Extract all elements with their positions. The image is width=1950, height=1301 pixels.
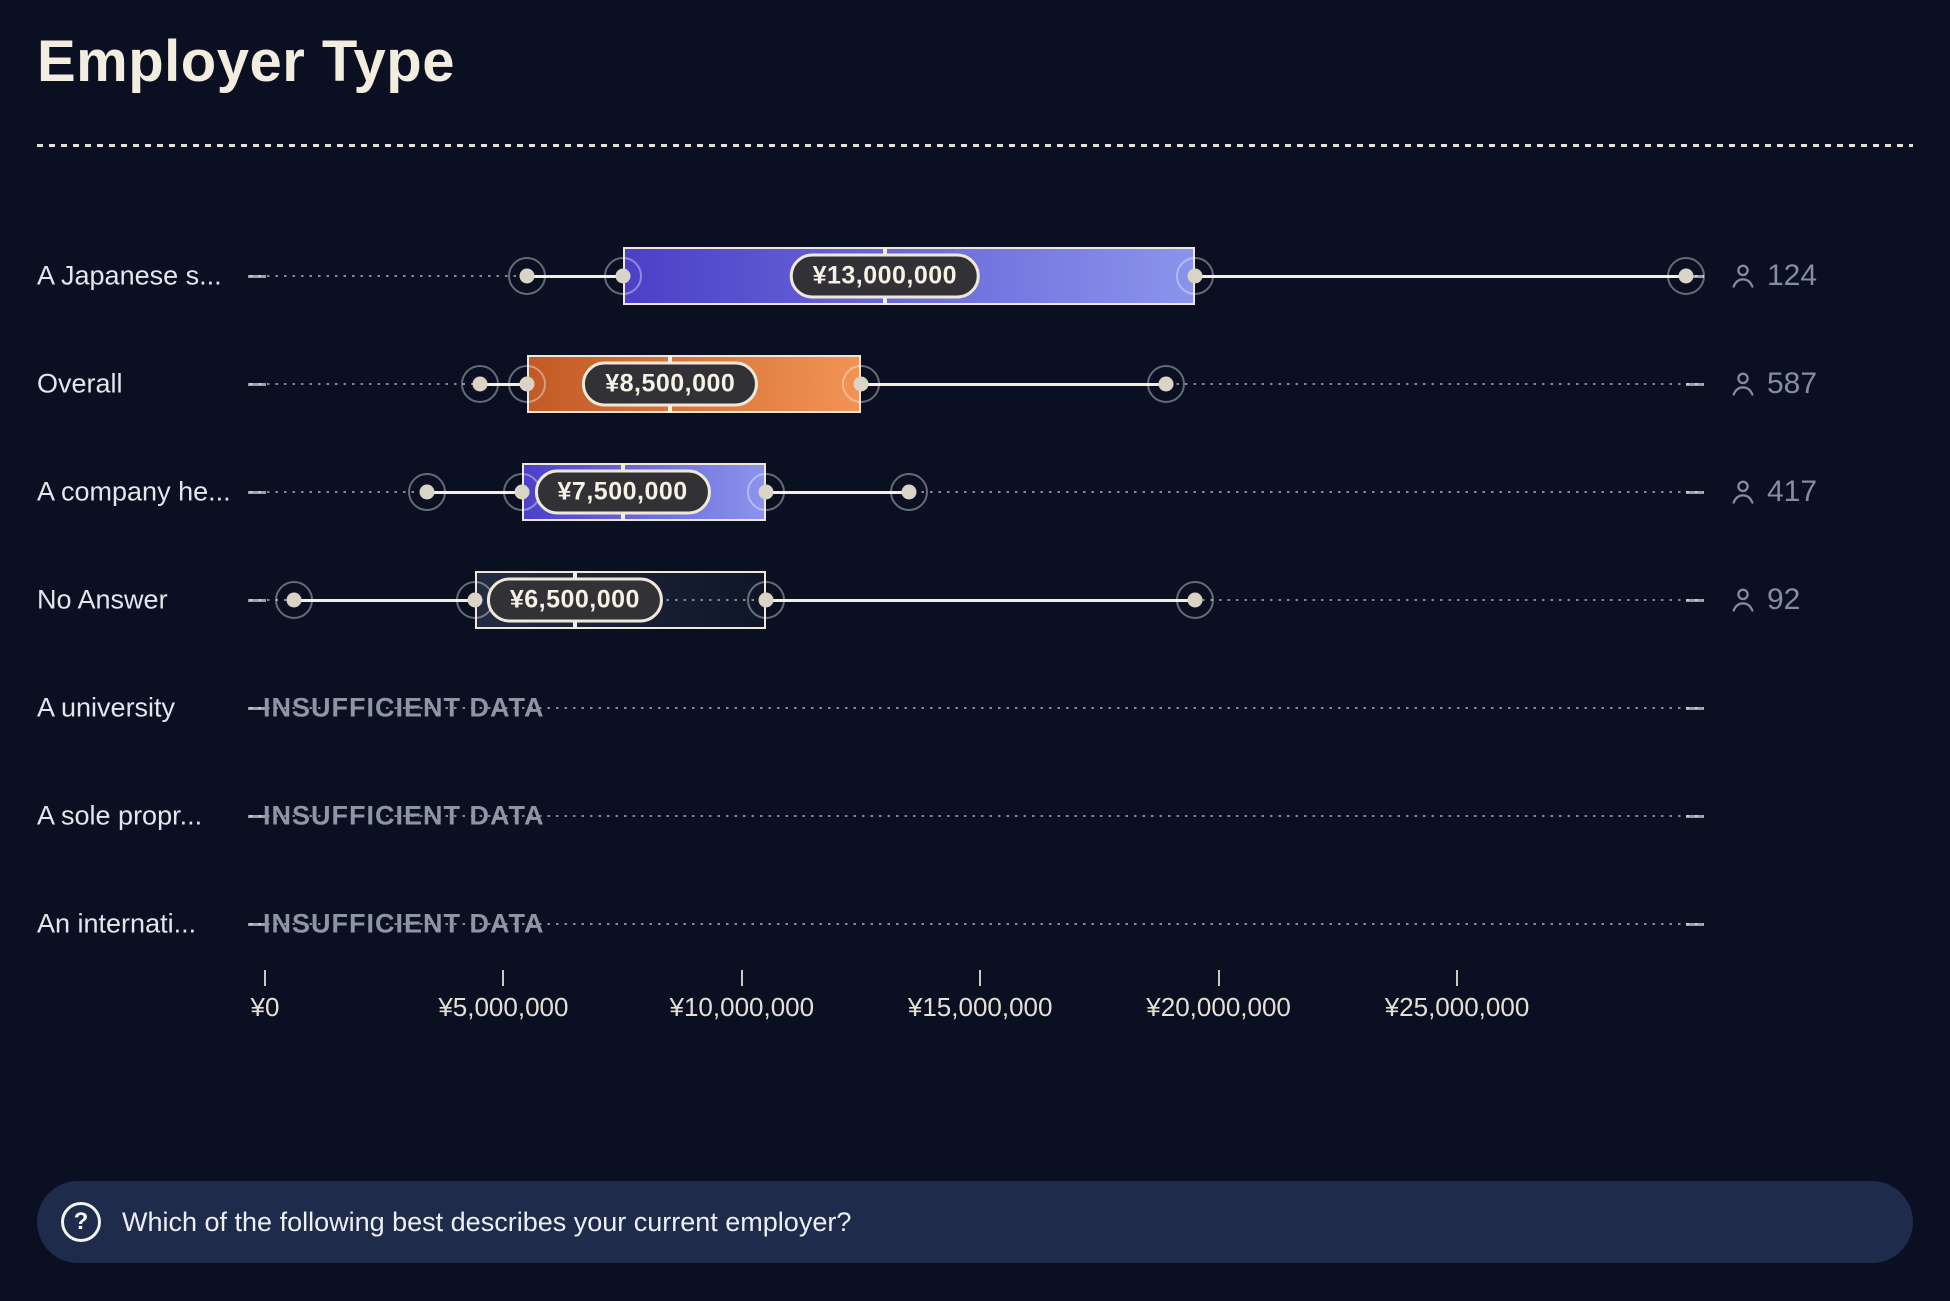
whisker-end-cap (1686, 598, 1704, 602)
respondent-count: 587 (1728, 367, 1817, 401)
whisker-low-segment (427, 490, 523, 494)
marker-dot (286, 592, 302, 608)
marker-dot (901, 484, 917, 500)
axis-tick-mark (740, 970, 743, 986)
question-mark-icon[interactable]: ? (61, 1202, 101, 1242)
person-icon (1728, 369, 1758, 399)
row-label: An internati... (37, 908, 197, 939)
axis-tick-label: ¥15,000,000 (907, 992, 1053, 1022)
marker-dot (419, 484, 435, 500)
axis-tick-label: ¥0 (250, 992, 280, 1022)
question-text: Which of the following best describes yo… (122, 1206, 852, 1237)
axis-tick-mark (264, 970, 266, 986)
row-label: No Answer (37, 584, 168, 615)
whisker-start-cap (248, 598, 266, 602)
median-value-tooltip: ¥6,500,000 (486, 577, 663, 623)
whisker-end-cap (1686, 382, 1704, 386)
count-value: 124 (1767, 259, 1818, 292)
axis-tick-mark (1217, 970, 1220, 986)
marker-dot (1678, 268, 1694, 284)
axis-tick-label: ¥25,000,000 (1384, 992, 1530, 1022)
respondent-count: 417 (1728, 475, 1817, 509)
p75-marker[interactable] (746, 473, 785, 511)
marker-dot (519, 268, 535, 284)
count-value: 417 (1767, 475, 1818, 508)
whisker-low-segment (527, 274, 623, 278)
person-icon (1728, 261, 1758, 291)
marker-dot (1187, 592, 1203, 608)
median-value-tooltip: ¥8,500,000 (582, 361, 759, 407)
p10-marker[interactable] (408, 473, 447, 511)
marker-dot (472, 376, 488, 392)
p75-marker[interactable] (842, 365, 880, 403)
whisker-low-segment (293, 598, 475, 602)
row-label: Overall (37, 368, 123, 399)
p25-marker[interactable] (603, 257, 642, 295)
axis-tick-label: ¥10,000,000 (669, 992, 815, 1022)
marker-dot (853, 376, 869, 392)
whisker-start-cap (248, 814, 266, 818)
whisker-end-cap (1686, 814, 1704, 818)
marker-dot (1158, 376, 1174, 392)
marker-dot (758, 592, 774, 608)
respondent-count: 124 (1728, 259, 1817, 293)
whisker-end-cap (1686, 922, 1704, 926)
row-label: A university (37, 692, 176, 723)
p90-marker[interactable] (1175, 581, 1214, 619)
p90-marker[interactable] (1666, 257, 1705, 295)
row-label: A company he... (37, 476, 231, 507)
marker-dot (615, 268, 631, 284)
p10-marker[interactable] (508, 257, 547, 295)
p90-marker[interactable] (889, 473, 928, 511)
person-icon (1728, 477, 1758, 507)
whisker-start-cap (248, 490, 266, 494)
axis-tick-label: ¥5,000,000 (438, 992, 569, 1022)
marker-dot (1187, 268, 1203, 284)
p90-marker[interactable] (1147, 365, 1186, 403)
person-icon (1728, 585, 1758, 615)
p75-marker[interactable] (746, 581, 785, 619)
whisker-start-cap (248, 922, 266, 926)
whisker-dotted-line (250, 706, 1704, 710)
median-value-tooltip: ¥13,000,000 (789, 253, 981, 299)
title-separator (37, 144, 1913, 147)
marker-dot (467, 592, 483, 608)
whisker-end-cap (1686, 706, 1704, 710)
whisker-dotted-line (250, 814, 1704, 818)
whisker-high-segment (1194, 274, 1686, 278)
whisker-high-segment (765, 490, 909, 494)
marker-dot (514, 484, 530, 500)
count-value: 587 (1767, 367, 1818, 400)
p25-marker[interactable] (508, 365, 547, 403)
whisker-dotted-line (250, 490, 1704, 494)
axis-tick-mark (1456, 970, 1458, 986)
page-title: Employer Type (37, 29, 455, 94)
axis-tick-label: ¥20,000,000 (1146, 992, 1291, 1022)
insufficient-data-label: INSUFFICIENT DATA (263, 800, 545, 831)
whisker-start-cap (248, 382, 266, 386)
median-value-tooltip: ¥7,500,000 (534, 469, 711, 515)
whisker-end-cap (1686, 490, 1704, 494)
axis-tick-mark (502, 970, 505, 986)
row-label: A Japanese s... (37, 260, 222, 291)
whisker-high-segment (765, 598, 1195, 602)
p10-marker[interactable] (460, 365, 499, 403)
count-value: 92 (1767, 583, 1801, 616)
p75-marker[interactable] (1175, 257, 1214, 295)
whisker-dotted-line (250, 922, 1704, 926)
whisker-high-segment (861, 382, 1167, 386)
insufficient-data-label: INSUFFICIENT DATA (263, 908, 545, 939)
insufficient-data-label: INSUFFICIENT DATA (263, 692, 545, 723)
p10-marker[interactable] (274, 581, 313, 619)
whisker-start-cap (248, 706, 266, 710)
whisker-start-cap (248, 274, 266, 278)
row-label: A sole propr... (37, 800, 203, 831)
whisker-low-segment (479, 382, 528, 386)
marker-dot (519, 376, 535, 392)
respondent-count: 92 (1728, 583, 1800, 617)
marker-dot (758, 484, 774, 500)
axis-tick-mark (979, 970, 982, 986)
question-bar: ? Which of the following best describes … (37, 1181, 1913, 1263)
